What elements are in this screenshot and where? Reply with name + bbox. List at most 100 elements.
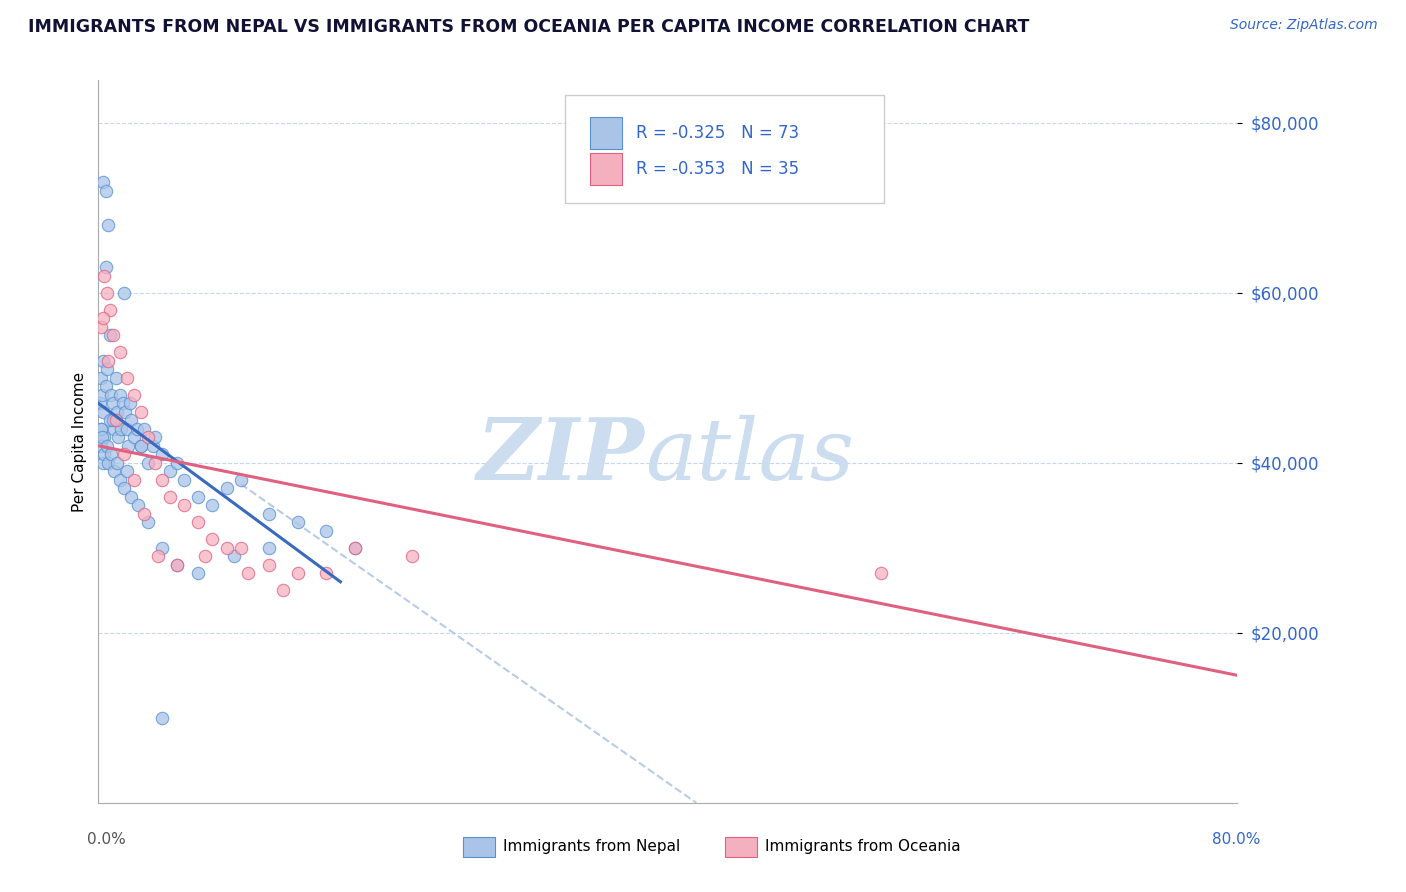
Point	[104, 371, 127, 385]
Point	[229, 473, 252, 487]
Point	[315, 524, 337, 538]
Point	[152, 541, 174, 555]
Point	[166, 558, 188, 572]
Bar	[591, 117, 623, 149]
Point	[101, 413, 124, 427]
Point	[90, 371, 112, 385]
Point	[136, 456, 159, 470]
Point	[97, 353, 120, 368]
Bar	[463, 837, 495, 857]
Point	[91, 456, 114, 470]
Point	[343, 541, 366, 555]
Point	[259, 558, 281, 572]
Point	[108, 345, 131, 359]
Point	[173, 473, 195, 487]
Text: 0.0%: 0.0%	[87, 831, 125, 847]
Point	[107, 430, 129, 444]
Point	[129, 439, 152, 453]
Point	[90, 439, 112, 453]
Point	[93, 353, 115, 368]
Text: Immigrants from Oceania: Immigrants from Oceania	[765, 838, 960, 854]
Point	[236, 566, 259, 581]
Point	[222, 549, 245, 564]
Point	[125, 422, 148, 436]
Point	[201, 498, 224, 512]
Point	[108, 473, 131, 487]
Text: 80.0%: 80.0%	[1212, 831, 1260, 847]
Point	[127, 498, 149, 512]
Point	[91, 405, 114, 419]
Y-axis label: Per Capita Income: Per Capita Income	[72, 371, 87, 512]
Point	[122, 388, 145, 402]
Point	[98, 302, 121, 317]
Text: IMMIGRANTS FROM NEPAL VS IMMIGRANTS FROM OCEANIA PER CAPITA INCOME CORRELATION C: IMMIGRANTS FROM NEPAL VS IMMIGRANTS FROM…	[28, 18, 1029, 36]
Point	[103, 422, 125, 436]
Point	[90, 422, 112, 436]
Text: Source: ZipAtlas.com: Source: ZipAtlas.com	[1230, 18, 1378, 32]
Point	[96, 285, 118, 300]
Point	[132, 507, 155, 521]
Point	[89, 396, 111, 410]
Point	[287, 566, 309, 581]
Point	[94, 260, 117, 275]
Point	[91, 175, 114, 189]
Point	[159, 464, 181, 478]
Point	[101, 328, 124, 343]
Point	[187, 566, 209, 581]
Point	[166, 456, 188, 470]
Point	[93, 447, 115, 461]
Point	[129, 439, 152, 453]
Point	[141, 439, 163, 453]
Point	[105, 456, 128, 470]
Point	[91, 311, 114, 326]
Point	[93, 268, 115, 283]
Point	[91, 430, 114, 444]
Bar	[725, 837, 756, 857]
Point	[112, 285, 135, 300]
Point	[166, 558, 188, 572]
Point	[105, 405, 128, 419]
Text: ZIP: ZIP	[477, 414, 645, 498]
Point	[273, 583, 295, 598]
Point	[111, 396, 134, 410]
Point	[114, 405, 136, 419]
Text: R = -0.325   N = 73: R = -0.325 N = 73	[636, 124, 799, 142]
Point	[97, 456, 120, 470]
Point	[98, 413, 121, 427]
Point	[152, 473, 174, 487]
Point	[115, 464, 138, 478]
Point	[145, 456, 167, 470]
Point	[94, 184, 117, 198]
Point	[122, 473, 145, 487]
Point	[101, 396, 124, 410]
Point	[97, 218, 120, 232]
Point	[159, 490, 181, 504]
Point	[100, 388, 122, 402]
Point	[100, 447, 122, 461]
Point	[103, 464, 125, 478]
Point	[136, 430, 159, 444]
Point	[104, 413, 127, 427]
Point	[112, 481, 135, 495]
Point	[259, 541, 281, 555]
Point	[187, 490, 209, 504]
Point	[187, 516, 209, 530]
Bar	[591, 153, 623, 185]
Point	[112, 447, 135, 461]
Point	[115, 371, 138, 385]
Point	[96, 362, 118, 376]
Point	[91, 388, 114, 402]
Point	[259, 507, 281, 521]
Point	[201, 533, 224, 547]
Point	[287, 516, 309, 530]
Point	[98, 328, 121, 343]
Point	[229, 541, 252, 555]
Point	[118, 396, 141, 410]
Point	[108, 388, 131, 402]
Point	[120, 413, 142, 427]
Point	[215, 481, 238, 495]
Point	[870, 566, 893, 581]
Text: Immigrants from Nepal: Immigrants from Nepal	[503, 838, 681, 854]
Point	[145, 430, 167, 444]
Point	[315, 566, 337, 581]
